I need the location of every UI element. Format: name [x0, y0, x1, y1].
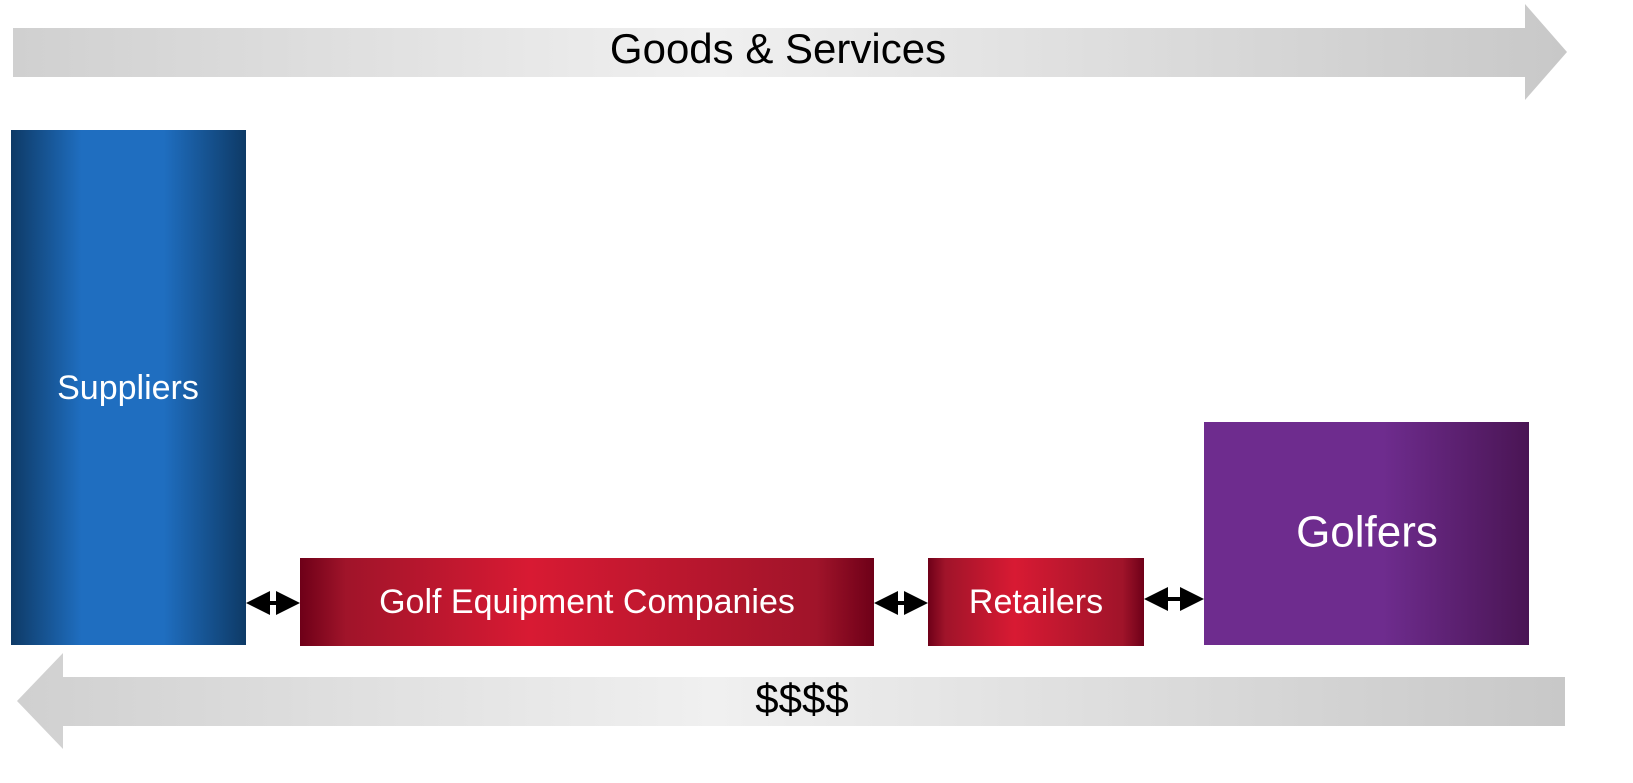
node [928, 558, 1144, 646]
top-arrow [13, 4, 1567, 100]
top-arrow-label: Goods & Services [610, 25, 946, 72]
node-label: Suppliers [57, 369, 199, 407]
node-label: Golf Equipment Companies [379, 583, 795, 621]
node [1204, 422, 1529, 645]
bottom-arrow-label: $$$$ [755, 675, 848, 722]
node-label: Golfers [1296, 508, 1438, 557]
bottom-arrow [17, 653, 1565, 749]
node [300, 558, 874, 646]
node-label: Retailers [969, 583, 1103, 621]
connectors [246, 587, 1204, 615]
node [11, 130, 246, 645]
